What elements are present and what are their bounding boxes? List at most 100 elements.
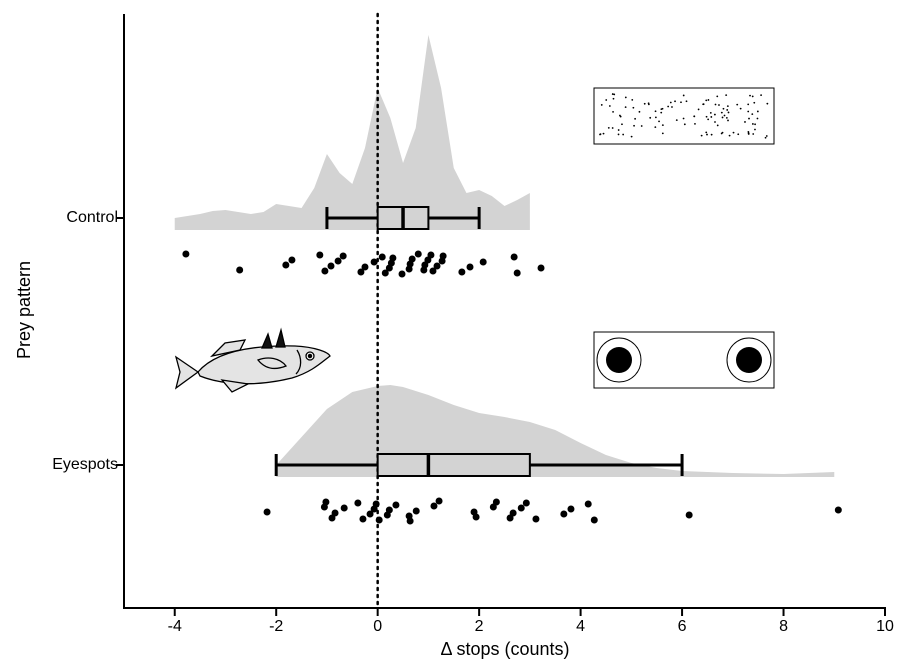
data-point (236, 267, 243, 274)
pattern-dot (705, 99, 707, 101)
data-point (376, 517, 383, 524)
pattern-dot (603, 133, 605, 135)
pattern-dot (684, 123, 686, 125)
data-point (354, 500, 361, 507)
data-point (427, 252, 434, 259)
data-point (392, 502, 399, 509)
pattern-dot (655, 110, 657, 112)
data-point (493, 499, 500, 506)
data-point (406, 513, 413, 520)
data-point (332, 510, 339, 517)
pattern-dot (748, 133, 750, 135)
data-point (409, 256, 416, 263)
pattern-dot (722, 117, 724, 119)
pattern-dot (671, 106, 673, 108)
pattern-dot (683, 118, 685, 120)
fish-illustration (176, 330, 330, 392)
data-point (322, 499, 329, 506)
data-point (471, 509, 478, 516)
x-tick-label: 10 (876, 618, 894, 635)
pattern-dot (612, 111, 614, 113)
data-point (327, 263, 334, 270)
pattern-dot (721, 112, 723, 114)
pattern-dot (718, 104, 720, 106)
pattern-dot (737, 133, 739, 135)
data-point (341, 505, 348, 512)
pattern-dot (639, 111, 641, 113)
data-point (182, 251, 189, 258)
pattern-dot (724, 115, 726, 117)
x-tick-label: 4 (576, 618, 585, 635)
pattern-dot (608, 127, 610, 129)
pattern-dot (744, 121, 746, 123)
pattern-dot (726, 117, 728, 119)
data-point (379, 254, 386, 261)
data-point (430, 503, 437, 510)
x-axis-label: Δ stops (counts) (440, 639, 569, 659)
y-axis-label: Prey pattern (14, 261, 34, 359)
data-point (567, 506, 574, 513)
pattern-dot (686, 100, 688, 102)
density-cloud (175, 35, 530, 230)
pattern-dot (600, 133, 602, 135)
pattern-dot (658, 120, 660, 122)
pattern-dot (705, 131, 707, 133)
pattern-dot (751, 113, 753, 115)
box (378, 454, 530, 476)
x-tick-label: -2 (269, 618, 283, 635)
pattern-dot (701, 135, 703, 137)
data-point (321, 268, 328, 275)
y-tick-label: Control (66, 209, 118, 226)
pattern-dot (766, 135, 768, 137)
data-point (434, 263, 441, 270)
pattern-dot (660, 112, 662, 114)
pattern-dot (612, 127, 614, 129)
pattern-dot (754, 123, 756, 125)
pattern-dot (725, 94, 727, 96)
pattern-dot (752, 96, 754, 98)
pattern-dot (662, 124, 664, 126)
pattern-dot (601, 104, 603, 106)
data-point (532, 516, 539, 523)
data-point (340, 253, 347, 260)
pattern-dot (631, 99, 633, 101)
x-tick-label: -4 (168, 618, 182, 635)
data-point (288, 257, 295, 264)
data-point (264, 509, 271, 516)
x-tick-label: 6 (678, 618, 687, 635)
pattern-dot (747, 111, 749, 113)
pattern-dot (721, 133, 723, 135)
pattern-dot (714, 121, 716, 123)
pattern-dot (757, 118, 759, 120)
data-point (389, 255, 396, 262)
pattern-dot (633, 125, 635, 127)
data-point (282, 262, 289, 269)
data-point (511, 254, 518, 261)
data-point (440, 253, 447, 260)
pattern-dot (749, 95, 751, 97)
pattern-dot (698, 109, 700, 111)
pattern-dot (634, 118, 636, 120)
pattern-dot (667, 106, 669, 108)
pattern-dot (621, 123, 623, 125)
pattern-dot (748, 118, 750, 120)
pattern-dot (609, 105, 611, 107)
data-point (523, 500, 530, 507)
pattern-dot (613, 98, 615, 100)
pattern-dot (728, 112, 730, 114)
pattern-dot (714, 114, 716, 116)
pattern-dot (747, 103, 749, 105)
pattern-dot (631, 136, 633, 138)
pattern-dot (613, 94, 615, 96)
pattern-dot (683, 95, 685, 97)
eyespot-inset (594, 332, 774, 388)
pattern-dot (727, 105, 729, 107)
data-point (585, 501, 592, 508)
data-point (371, 259, 378, 266)
data-point (835, 507, 842, 514)
x-tick-label: 2 (475, 618, 484, 635)
pattern-dot (766, 103, 768, 105)
pattern-dot (706, 116, 708, 118)
data-point (436, 498, 443, 505)
pattern-dot (654, 126, 656, 128)
